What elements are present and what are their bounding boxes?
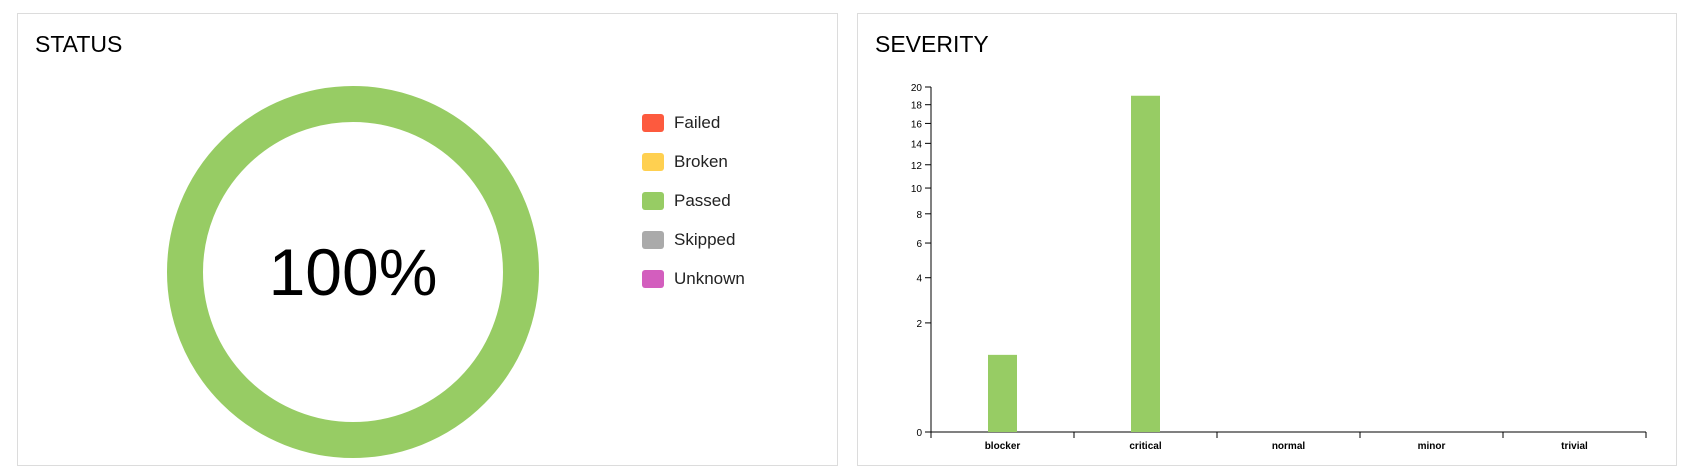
- y-tick-label: 0: [916, 428, 922, 439]
- legend-label: Skipped: [674, 230, 736, 249]
- severity-title: SEVERITY: [875, 31, 989, 57]
- x-tick-label-critical: critical: [1129, 441, 1161, 452]
- y-tick-label: 12: [911, 161, 923, 172]
- severity-panel: SEVERITY 0 2 4 6 8 10 12 14 16 18 20 blocker critica…: [857, 13, 1677, 466]
- legend-swatch: [642, 231, 664, 249]
- x-tick-label-normal: normal: [1272, 441, 1306, 452]
- severity-bar-chart: 0 2 4 6 8 10 12 14 16 18 20 blocker critical normal mi…: [911, 83, 1647, 452]
- y-tick-label: 14: [911, 139, 923, 150]
- y-tick-label: 4: [916, 274, 922, 285]
- y-tick-label: 8: [916, 210, 922, 221]
- status-panel: STATUS 100% Failed Broken Passed Skipped Unk…: [17, 13, 838, 466]
- bar-blocker[interactable]: [988, 354, 1017, 432]
- donut-slice-passed[interactable]: [167, 86, 539, 458]
- y-tick-label: 16: [911, 119, 923, 130]
- legend-swatch: [642, 153, 664, 171]
- status-title: STATUS: [35, 31, 123, 57]
- status-donut-chart: 100%: [167, 86, 539, 458]
- legend-label: Passed: [674, 191, 731, 210]
- legend-swatch: [642, 270, 664, 288]
- donut-center-label: 100%: [269, 235, 438, 309]
- x-tick-label-trivial: trivial: [1561, 441, 1588, 452]
- legend-swatch: [642, 192, 664, 210]
- x-tick-label-blocker: blocker: [985, 441, 1021, 452]
- legend-swatch: [642, 114, 664, 132]
- x-tick-label-minor: minor: [1418, 441, 1446, 452]
- y-tick-label: 18: [911, 101, 923, 112]
- y-tick-label: 6: [916, 239, 922, 250]
- y-tick-label: 20: [911, 83, 923, 94]
- y-tick-label: 10: [911, 184, 923, 195]
- legend-label: Failed: [674, 113, 721, 132]
- legend-label: Unknown: [674, 269, 745, 288]
- legend-label: Broken: [674, 152, 728, 171]
- bar-critical[interactable]: [1131, 95, 1160, 432]
- y-tick-label: 2: [916, 319, 922, 330]
